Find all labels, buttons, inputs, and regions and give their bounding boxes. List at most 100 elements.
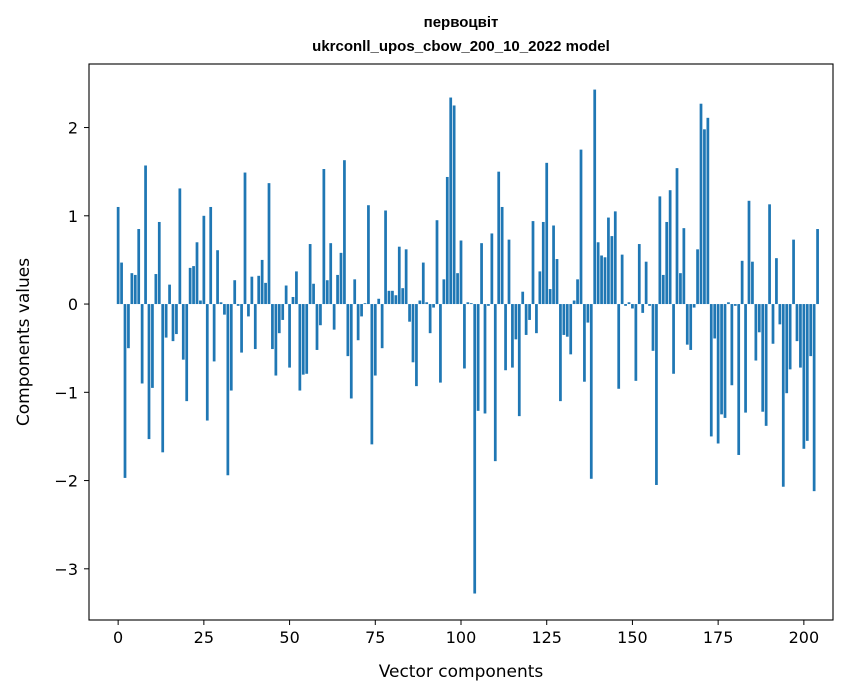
bar-135 xyxy=(579,149,583,305)
x-tick-label-0: 0 xyxy=(113,628,123,647)
bar-60 xyxy=(322,169,326,305)
bar-117 xyxy=(517,304,521,417)
bar-62 xyxy=(329,243,333,305)
bar-104 xyxy=(473,304,477,594)
bar-146 xyxy=(617,304,621,389)
bar-79 xyxy=(387,290,391,305)
bar-74 xyxy=(370,304,374,445)
bar-103 xyxy=(469,303,473,305)
bar-94 xyxy=(439,304,442,383)
x-tick-label-150: 150 xyxy=(617,628,648,647)
bar-102 xyxy=(466,302,470,305)
bar-38 xyxy=(247,304,250,317)
bar-80 xyxy=(391,290,394,305)
bar-32 xyxy=(226,304,230,476)
bar-196 xyxy=(788,304,792,370)
bar-92 xyxy=(432,304,435,308)
bar-95 xyxy=(442,279,446,305)
bar-86 xyxy=(411,304,415,363)
bar-83 xyxy=(401,288,405,305)
bar-171 xyxy=(703,129,706,305)
bar-29 xyxy=(216,250,219,305)
bar-105 xyxy=(476,304,480,411)
bar-145 xyxy=(613,211,617,305)
bar-164 xyxy=(679,273,682,305)
bar-122 xyxy=(535,304,538,334)
bar-16 xyxy=(171,304,175,342)
y-tick-label--1: −1 xyxy=(54,383,78,402)
bar-109 xyxy=(490,233,494,305)
bar-115 xyxy=(511,304,514,368)
bar-162 xyxy=(672,304,675,374)
bar-27 xyxy=(209,206,213,305)
bar-130 xyxy=(562,304,566,335)
bar-126 xyxy=(548,289,552,305)
bar-148 xyxy=(624,304,627,306)
bar-137 xyxy=(586,304,590,323)
bar-166 xyxy=(685,304,689,345)
bar-49 xyxy=(284,285,288,305)
bar-118 xyxy=(521,291,525,305)
bar-15 xyxy=(168,284,171,305)
bar-3 xyxy=(127,304,130,349)
bar-159 xyxy=(661,274,665,305)
bar-119 xyxy=(524,304,528,335)
y-axis-label: Components values xyxy=(14,258,34,426)
bar-111 xyxy=(497,171,501,305)
bar-178 xyxy=(727,302,730,305)
x-tick-label-100: 100 xyxy=(446,628,477,647)
bar-41 xyxy=(257,275,261,305)
bar-200 xyxy=(802,304,806,449)
bar-191 xyxy=(771,304,775,344)
bar-50 xyxy=(288,304,291,368)
bar-2 xyxy=(123,304,127,478)
bar-172 xyxy=(706,117,710,305)
bar-99 xyxy=(456,273,459,305)
bar-201 xyxy=(805,304,809,441)
bar-54 xyxy=(301,304,305,375)
bar-66 xyxy=(343,160,346,305)
bar-157 xyxy=(655,304,658,485)
bar-165 xyxy=(682,228,686,305)
bar-142 xyxy=(603,257,607,305)
bar-129 xyxy=(559,304,562,402)
bar-144 xyxy=(610,236,614,305)
bar-72 xyxy=(363,303,367,305)
bar-190 xyxy=(768,204,771,305)
bar-21 xyxy=(188,267,192,305)
bar-150 xyxy=(631,304,634,309)
bar-26 xyxy=(205,304,209,421)
bar-10 xyxy=(151,304,154,388)
bar-110 xyxy=(493,304,497,462)
bar-0 xyxy=(116,206,120,305)
bar-7 xyxy=(140,304,144,384)
bar-156 xyxy=(651,304,655,351)
bar-181 xyxy=(737,304,741,455)
bar-147 xyxy=(620,254,624,305)
bar-153 xyxy=(641,304,645,313)
bar-97 xyxy=(449,97,453,305)
bar-192 xyxy=(775,258,778,305)
bar-17 xyxy=(175,304,178,335)
bar-89 xyxy=(421,262,425,305)
bar-85 xyxy=(408,304,411,322)
bar-65 xyxy=(339,252,343,305)
bar-13 xyxy=(161,304,165,453)
bar-45 xyxy=(271,304,274,350)
bar-48 xyxy=(281,304,285,320)
bar-134 xyxy=(576,279,579,305)
x-tick-label-50: 50 xyxy=(279,628,299,647)
plot-frame xyxy=(88,63,834,621)
bar-112 xyxy=(500,206,504,305)
bar-5 xyxy=(133,274,137,305)
x-tick-label-200: 200 xyxy=(789,628,820,647)
bar-24 xyxy=(199,300,202,305)
bar-138 xyxy=(589,304,593,479)
bar-18 xyxy=(178,188,182,305)
bar-195 xyxy=(785,304,789,394)
bar-64 xyxy=(336,274,339,305)
bar-43 xyxy=(264,282,267,305)
bar-182 xyxy=(740,260,744,305)
bar-28 xyxy=(212,304,216,362)
x-tick-label-25: 25 xyxy=(194,628,214,647)
